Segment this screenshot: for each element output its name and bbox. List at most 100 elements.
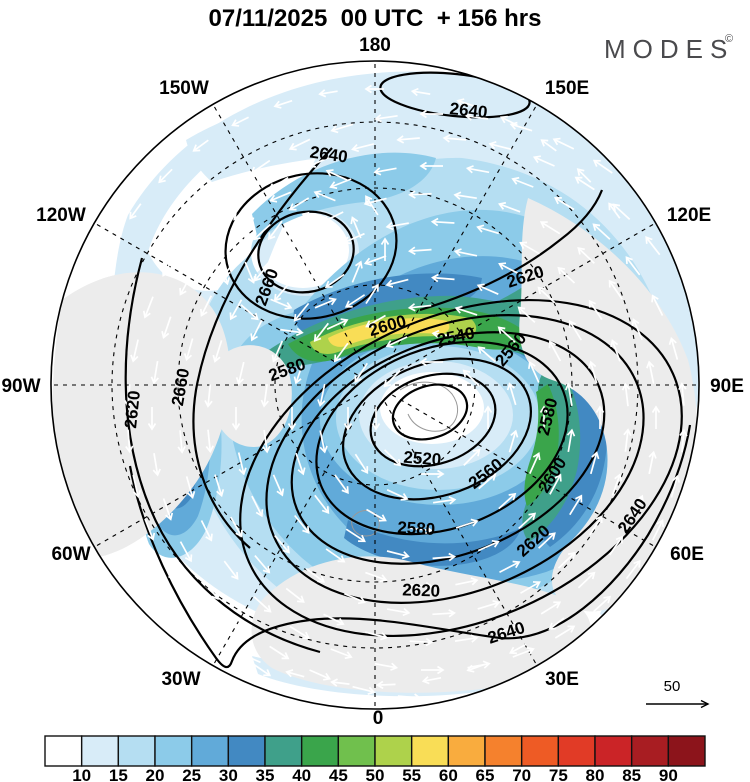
- wind-arrow: [477, 600, 501, 610]
- colorbar-cell: [227, 735, 266, 767]
- wind-arrow: [354, 362, 369, 384]
- wind-arrow: [179, 274, 192, 296]
- wind-arrow: [244, 261, 256, 284]
- wind-arrow: [295, 452, 306, 476]
- wind-arrow: [314, 494, 330, 514]
- wind-arrow: [623, 428, 632, 452]
- wind-arrow: [216, 632, 235, 650]
- colorbar-cell: [630, 735, 670, 767]
- copyright-icon: ©: [725, 33, 733, 45]
- wind-arrow: [324, 273, 345, 289]
- wind-arrow: [365, 195, 379, 216]
- meridian-label-120W: 120W: [36, 205, 86, 226]
- wind-arrow: [150, 360, 159, 385]
- wind-arrow: [330, 648, 353, 660]
- wind-arrow: [383, 449, 402, 467]
- colorbar-cell: [117, 735, 156, 767]
- colorbar-tick-65: 65: [476, 766, 495, 782]
- wind-arrow: [342, 232, 365, 245]
- wind-arrow: [625, 559, 641, 580]
- wind-arrow: [512, 646, 535, 658]
- wind-arrow: [319, 430, 328, 454]
- wind-arrow: [284, 233, 305, 249]
- wind-arrow: [557, 266, 576, 284]
- wind-arrow: [373, 167, 397, 176]
- wind-arrow: [158, 168, 173, 184]
- wind-arrow: [186, 598, 203, 618]
- wind-arrow: [386, 550, 410, 560]
- contour-label-2620: 2620: [402, 580, 440, 600]
- wind-arrow: [608, 202, 621, 219]
- wind-arrow: [350, 216, 362, 239]
- wind-arrow: [651, 519, 665, 541]
- wind-arrow: [529, 452, 541, 474]
- contour-label-2640: 2640: [449, 99, 489, 122]
- wind-arrow: [397, 693, 422, 702]
- wind-arrow: [268, 176, 289, 191]
- wind-arrow: [329, 178, 352, 190]
- wind-arrow: [125, 429, 134, 454]
- wind-arrow: [678, 382, 687, 406]
- wind-arrow: [345, 528, 366, 543]
- wind-arrow: [463, 448, 481, 467]
- meridian-label-180: 180: [359, 35, 391, 56]
- wind-arrow: [464, 112, 489, 121]
- wind-arrow: [528, 360, 540, 383]
- wind-arrow: [456, 98, 476, 108]
- wind-arrow: [278, 165, 303, 174]
- wind-arrow: [477, 346, 496, 363]
- coast-scandinavia: [399, 381, 459, 432]
- wind-arrow: [611, 473, 623, 496]
- wind-arrow: [269, 645, 290, 660]
- wind-arrow: [200, 520, 213, 542]
- wind-arrow: [577, 247, 595, 264]
- wind-arrow: [645, 236, 661, 256]
- wind-arrow: [326, 318, 349, 330]
- wind-arrow: [548, 340, 562, 362]
- wind-arrow: [478, 473, 497, 490]
- wind-arrow: [511, 176, 534, 188]
- wind-arrow: [272, 474, 285, 497]
- wind-arrow: [293, 361, 305, 385]
- map-boundary-circle: [50, 60, 700, 710]
- wind-arrow: [554, 625, 576, 639]
- contour-2660-west: [192, 147, 333, 549]
- wind-arrow: [592, 159, 613, 174]
- wind-arrow: [365, 314, 386, 328]
- wind-arrow: [162, 256, 175, 277]
- wind-arrow: [223, 560, 239, 580]
- wind-arrow: [383, 369, 401, 388]
- wind-arrow: [323, 613, 345, 626]
- wind-arrow: [308, 156, 330, 168]
- wind-arrow: [432, 609, 456, 618]
- wind-arrow: [220, 262, 231, 286]
- colorbar-cell: [154, 735, 193, 767]
- wind-arrow: [262, 429, 271, 454]
- wind-arrow: [251, 495, 264, 518]
- wind-reference-arrow: 50: [646, 678, 710, 709]
- wind-arrow: [313, 190, 336, 202]
- meridian-label-30W: 30W: [161, 669, 200, 690]
- wind-arrow: [396, 135, 420, 144]
- contour-polar-low-inner: [257, 210, 355, 294]
- wind-arrow: [365, 571, 388, 583]
- colorbar-tick-45: 45: [329, 766, 348, 782]
- wind-arrow: [270, 298, 293, 310]
- wind-arrow: [442, 134, 467, 143]
- wind-arrow: [260, 384, 269, 408]
- colorbar-tick-15: 15: [109, 766, 128, 782]
- wind-arrow: [253, 263, 270, 282]
- wind-arrow: [142, 296, 154, 319]
- wind-arrow: [610, 339, 621, 362]
- wind-arrow: [608, 535, 623, 556]
- wind-arrow: [576, 168, 592, 183]
- wind-arrow: [302, 276, 326, 287]
- wind-arrow: [608, 279, 623, 300]
- wind-arrow: [317, 383, 326, 408]
- wind-arrow: [285, 669, 305, 678]
- wind-arrow: [218, 216, 229, 240]
- meridian-labels: 180 150W 150E 120W 120E 90W 90E 60W 60E 30W 30E 0: [1, 35, 743, 729]
- meridian-label-0: 0: [373, 708, 384, 729]
- wind-arrow: [152, 453, 161, 477]
